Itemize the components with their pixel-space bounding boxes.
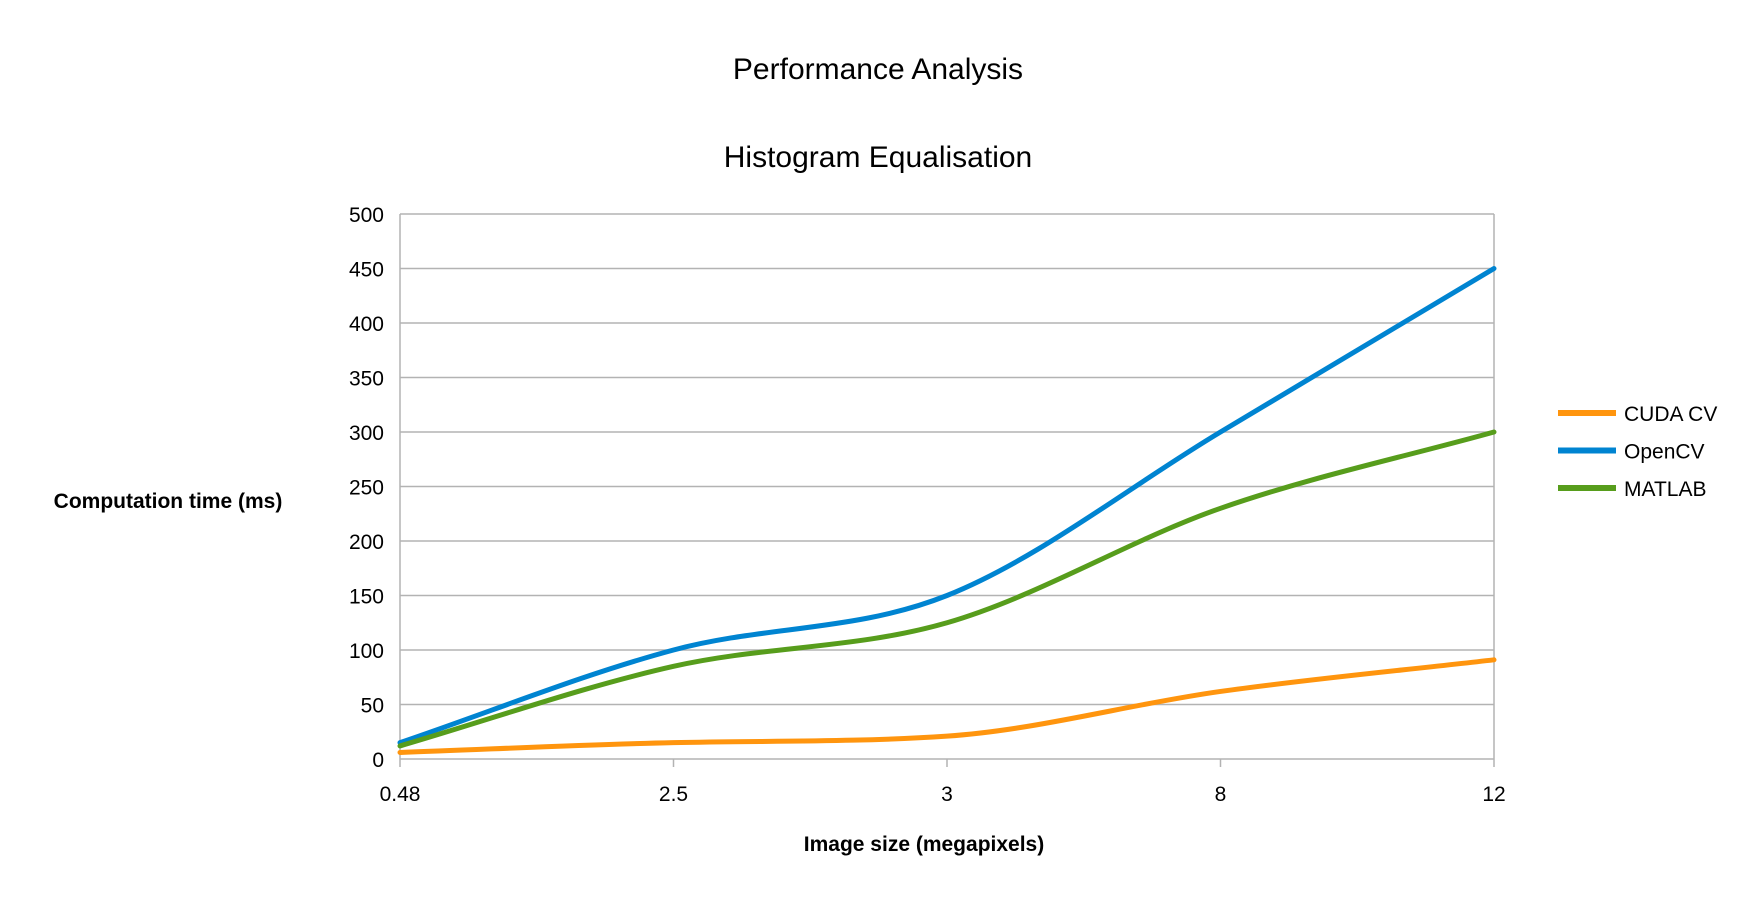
y-axis-ticks: 0 50 100 150 200 250 300 350 400 450 500 (349, 204, 384, 772)
y-tick-label: 400 (349, 313, 384, 336)
legend-item-opencv: OpenCV (1558, 441, 1705, 464)
chart-subtitle: Histogram Equalisation (724, 141, 1032, 174)
chart-title: Performance Analysis (733, 53, 1023, 86)
y-tick-label: 50 (361, 695, 384, 718)
x-tick-label: 12 (1482, 783, 1505, 806)
y-tick-label: 350 (349, 368, 384, 391)
x-axis-ticks: 0.48 2.5 3 8 12 (380, 759, 1506, 806)
plot-area: 0 50 100 150 200 250 300 350 400 450 500 0.48 2.5 3 8… (349, 204, 1506, 806)
y-tick-label: 500 (349, 204, 384, 227)
legend-label: MATLAB (1624, 478, 1706, 501)
y-tick-label: 250 (349, 477, 384, 500)
y-tick-label: 0 (372, 749, 384, 772)
series-line-opencv (397, 266, 1497, 746)
x-tick-label: 0.48 (380, 783, 421, 806)
y-tick-label: 450 (349, 259, 384, 282)
y-tick-label: 150 (349, 586, 384, 609)
series-line-matlab (397, 429, 1497, 749)
legend-label: CUDA CV (1624, 403, 1717, 426)
legend: CUDA CV OpenCV MATLAB (1558, 403, 1717, 501)
y-tick-label: 200 (349, 531, 384, 554)
y-tick-label: 100 (349, 640, 384, 663)
x-axis-title: Image size (megapixels) (804, 833, 1044, 856)
x-tick-label: 2.5 (659, 783, 688, 806)
x-tick-label: 3 (941, 783, 953, 806)
x-tick-label: 8 (1215, 783, 1227, 806)
series-lines (397, 266, 1497, 755)
legend-label: OpenCV (1624, 441, 1705, 464)
y-tick-label: 300 (349, 422, 384, 445)
y-grid (399, 213, 1495, 760)
legend-item-matlab: MATLAB (1558, 478, 1706, 501)
series-line-cuda-cv (397, 657, 1497, 755)
y-axis-title: Computation time (ms) (54, 490, 283, 513)
legend-item-cuda-cv: CUDA CV (1558, 403, 1717, 426)
